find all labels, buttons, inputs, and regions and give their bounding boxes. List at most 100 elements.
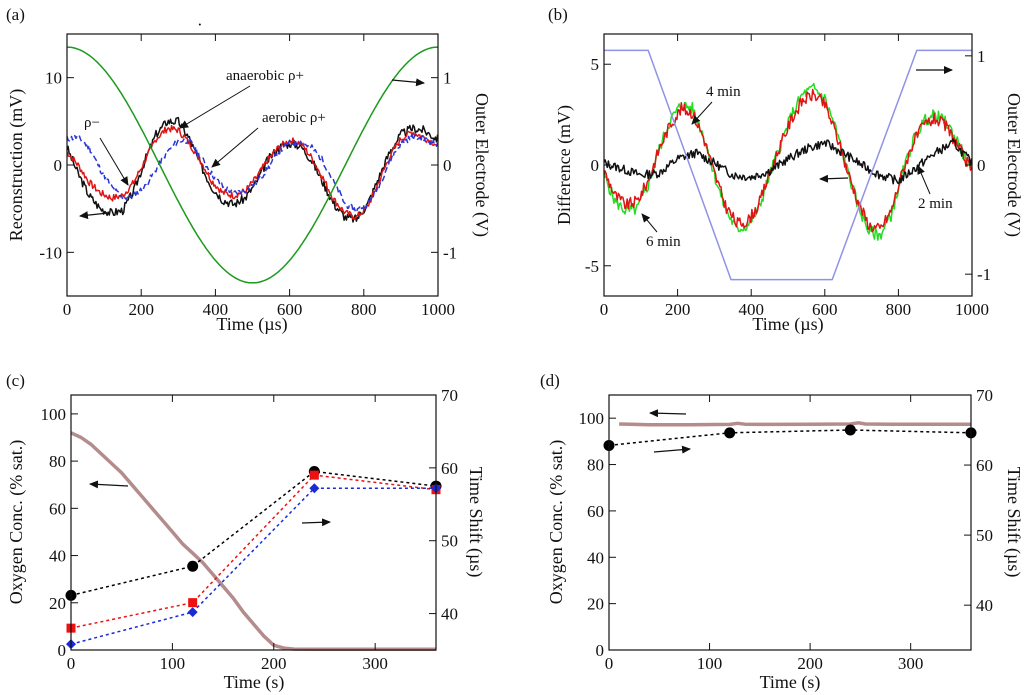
panel-d-right-axis-arrow [653, 445, 691, 454]
panel-b-ytick-right-label: 1 [977, 47, 986, 66]
panel-b-ytick-left-label: 5 [591, 55, 600, 74]
panel-c-ytick-right-label: 70 [441, 386, 458, 405]
panel-b-xtick-label: 800 [886, 300, 912, 319]
panel-d-xtick-label: 200 [797, 654, 823, 673]
panel-b-series-6-min-line [603, 82, 973, 241]
panel-b-series-2-min-line [603, 138, 973, 185]
panel-c-ytick-left-label: 0 [58, 641, 67, 660]
panel-b-ytick-left-label: -5 [585, 257, 599, 276]
panel-c-y-axis-label-left: Oxygen Conc. (% sat.) [6, 440, 27, 604]
panel-a-label: (a) [6, 5, 25, 24]
panel-c-xtick-label: 200 [261, 654, 287, 673]
panel-a-stray-dot: · [197, 15, 203, 34]
panel-c-ytick-right-label: 40 [441, 605, 458, 624]
panel-c-right-axis-arrow [301, 518, 331, 527]
panel-a-series [66, 46, 439, 284]
panel-b-left-axis-arrow [819, 174, 849, 183]
panel-d-ytick-left-label: 40 [587, 548, 604, 567]
panel-d-series-black-point [844, 424, 856, 436]
panel-d-xtick-label: 300 [898, 654, 924, 673]
panel-b-y-axis-label-right: Outer Electrode (V) [1003, 93, 1024, 237]
panel-c-ytick-left-label: 80 [49, 452, 66, 471]
panel-c-y-axis-label-right: Time Shift (µs) [465, 467, 486, 578]
panel-a-xtick-label: 200 [128, 300, 154, 319]
panel-c-frame [70, 394, 437, 651]
panel-b-ticks: 0 200 400 600 800 1000 -5 0 5 -1 0 1 [585, 34, 991, 319]
panel-a-right-axis-arrow [391, 78, 425, 87]
panel-c-x-axis-label: Time (s) [224, 672, 285, 693]
panel-b-chart: (b) 0 200 400 600 800 1000-505-101 Time (µs) … [548, 5, 1024, 335]
panel-c-series-oxygen-line [70, 431, 436, 652]
panel-a-arrow-anaerobic [179, 85, 251, 129]
panel-d-series-black-line [608, 429, 972, 447]
panel-c-xtick-label: 300 [362, 654, 388, 673]
panel-c-series-red-line [70, 474, 437, 629]
panel-a-x-axis-label: Time (µs) [216, 314, 287, 335]
panel-a-xtick-label: 600 [277, 300, 303, 319]
panel-b-annotation-6min: 6 min [646, 234, 681, 250]
panel-d-y-axis-label-right: Time Shift (µs) [1003, 467, 1024, 578]
panel-c-xtick-label: 100 [160, 654, 186, 673]
panel-d-series [603, 421, 977, 451]
panel-d-ytick-left-label: 60 [587, 502, 604, 521]
panel-c-series-blue-point [309, 483, 320, 494]
panel-d-xtick-label: 0 [605, 654, 614, 673]
panel-a-left-axis-arrow [79, 211, 109, 220]
panel-a-ytick-left-label: -10 [39, 243, 62, 262]
panel-d-x-axis-label: Time (s) [760, 672, 821, 693]
panel-b-arrow-2min [917, 165, 931, 195]
panel-b-xtick-label: 0 [600, 300, 609, 319]
panel-c-series-blue-point [187, 607, 198, 618]
panel-d-ytick-left-label: 100 [579, 409, 605, 428]
panel-d-ytick-right-label: 50 [976, 526, 993, 545]
panel-c-series-black-line [70, 470, 437, 597]
panel-a-arrow-aerobic [211, 127, 259, 168]
panel-a-arrow-rho-minus [99, 137, 129, 186]
panel-c-ytick-left-label: 100 [41, 405, 67, 424]
panel-d-ticks: 0 100 200 300 0 20 40 60 80 100 40 50 60 70 [579, 386, 994, 673]
panel-c-ytick-left-label: 60 [49, 499, 66, 518]
panel-a-ytick-left-label: 0 [54, 156, 63, 175]
panel-a-xtick-label: 0 [63, 300, 72, 319]
panel-c-ytick-left-label: 20 [49, 594, 66, 613]
panel-a-xtick-label: 800 [351, 300, 377, 319]
panel-a-ytick-left-label: 10 [45, 69, 62, 88]
panel-b-x-axis-label: Time (µs) [752, 314, 823, 335]
panel-d-ytick-right-label: 60 [976, 456, 993, 475]
panel-a-y-axis-label-left: Reconstruction (mV) [6, 89, 27, 241]
panel-b-xtick-label: 200 [665, 300, 691, 319]
panel-d-label: (d) [540, 371, 560, 390]
panel-b-xtick-label: 400 [738, 300, 764, 319]
panel-b-arrow-6min [641, 213, 658, 233]
panel-d-chart: (d) 0 100 200 300 0 20 40 60 80 100 40 50 60 70 Time … [540, 371, 1024, 693]
panel-b-series [603, 49, 973, 281]
panel-b-annotation-4min: 4 min [706, 84, 741, 100]
panel-d-frame [608, 394, 972, 651]
panel-c-chart: (c) 0 100 200 300 0 20 40 60 80 100 40 50 60 70 Time … [6, 371, 486, 693]
panel-a-xtick-label: 1000 [421, 300, 455, 319]
panel-a-ytick-right-label: 0 [443, 156, 452, 175]
panel-d-ytick-left-label: 80 [587, 456, 604, 475]
panel-a-xtick-label: 400 [203, 300, 229, 319]
panel-a-y-axis-label-right: Outer Electrode (V) [471, 93, 492, 237]
panel-b-ytick-right-label: 0 [977, 156, 986, 175]
panel-c-series-red-point [188, 598, 198, 608]
panel-d-ytick-left-label: 20 [587, 595, 604, 614]
panel-d-series-black-point [724, 427, 736, 439]
panel-a-series-anaerobic--line [66, 116, 439, 223]
panel-d-ytick-right-label: 70 [976, 386, 993, 405]
panel-d-y-axis-label-left: Oxygen Conc. (% sat.) [546, 440, 567, 604]
panel-b-xtick-label: 1000 [955, 300, 989, 319]
panel-b-label: (b) [548, 5, 568, 24]
panel-b-annotation-2min: 2 min [918, 196, 953, 212]
panel-c-left-axis-arrow [89, 480, 129, 489]
panel-a-annotation-aerobic: aerobic ρ+ [262, 110, 326, 126]
panel-b-series-4-min-line [603, 88, 973, 233]
panel-d-ytick-left-label: 0 [596, 641, 605, 660]
panel-c-ytick-right-label: 60 [441, 459, 458, 478]
panel-b-xtick-label: 600 [812, 300, 838, 319]
panel-b-arrow-4min [691, 101, 713, 125]
panel-c-ytick-left-label: 40 [49, 547, 66, 566]
